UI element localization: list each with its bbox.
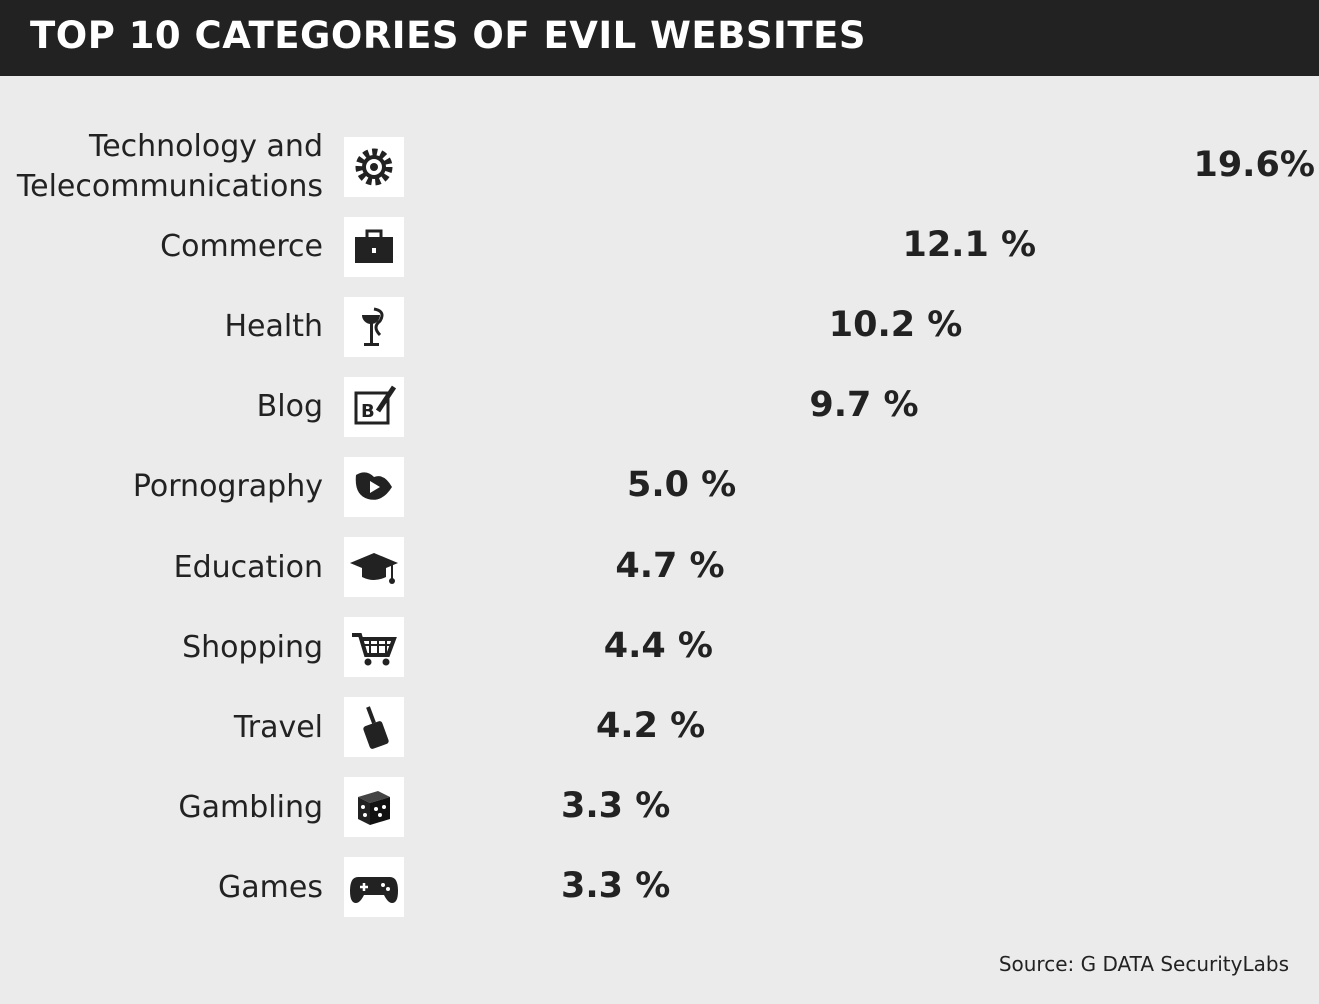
value-label: 4.7 % [615,545,725,586]
bar [423,618,594,678]
icon-lips [344,457,404,517]
value-label: 19.6% [1193,145,1315,185]
icon-gear [344,137,404,197]
icon-luggage [344,697,404,757]
category-label: Gambling [178,789,323,825]
category-label: Travel [233,709,323,745]
category-label: Technology and Telecommunications [16,129,323,204]
svg-text:B: B [361,401,375,422]
icon-briefcase [344,217,404,277]
icon-dice [344,777,404,837]
value-label: 4.4 % [603,625,713,666]
category-label: Shopping [182,629,323,665]
bar [423,457,617,517]
bar [423,217,892,277]
bar [423,538,605,598]
category-label: Health [224,309,323,345]
value-label: 5.0 % [627,465,737,506]
value-label: 12.1 % [902,225,1037,266]
value-label: 9.7 % [809,385,919,426]
bar [423,377,799,437]
icon-graduation [344,537,404,597]
title-bar: TOP 10 CATEGORIES OF EVIL WEBSITES [0,0,1319,76]
value-label: 3.3 % [561,865,671,906]
icon-health [344,297,404,357]
icon-cart [344,617,404,677]
category-label: Pornography [132,469,323,505]
category-label: Blog [256,389,323,425]
category-label: Games [218,869,323,905]
bar [423,297,819,357]
chart-title: TOP 10 CATEGORIES OF EVIL WEBSITES [30,14,866,57]
icon-blog: B [344,377,404,437]
bar [423,858,551,918]
bar [423,778,551,838]
value-label: 4.2 % [595,705,706,746]
bar [423,137,1183,197]
source: Source: G DATA SecurityLabs [998,952,1289,976]
value-label: 10.2 % [828,305,963,346]
bar [423,698,586,758]
category-label: Commerce [160,229,323,265]
value-label: 3.3 % [561,785,671,826]
icon-gamepad [344,857,404,917]
category-label: Education [173,549,323,585]
